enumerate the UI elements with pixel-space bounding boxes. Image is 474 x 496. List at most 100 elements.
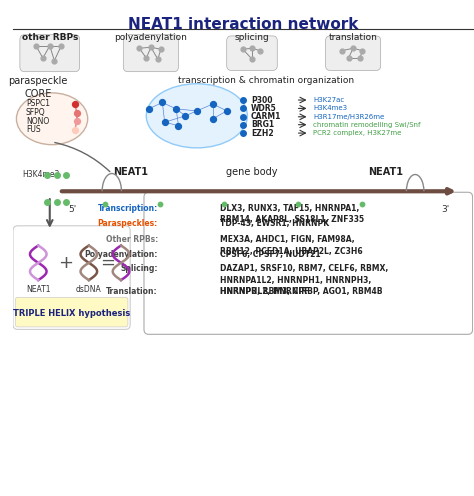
Point xyxy=(145,105,152,113)
Text: MEX3A, AHDC1, FIGN, FAM98A,
RBM12, PCED1A, UBAP2L, ZC3H6: MEX3A, AHDC1, FIGN, FAM98A, RBM12, PCED1… xyxy=(220,235,363,256)
Ellipse shape xyxy=(17,93,88,145)
Text: TRIPLE HELIX hypothesis: TRIPLE HELIX hypothesis xyxy=(13,309,130,317)
Text: NEAT1: NEAT1 xyxy=(113,168,148,178)
Text: HNRNPR, RBM3, CIRBP, AGO1, RBM4B: HNRNPR, RBM3, CIRBP, AGO1, RBM4B xyxy=(220,288,383,297)
Point xyxy=(147,43,155,51)
Text: BRG1: BRG1 xyxy=(251,120,274,129)
Point xyxy=(356,54,364,62)
Text: EZH2: EZH2 xyxy=(251,128,273,137)
Point xyxy=(51,57,58,64)
Point xyxy=(345,54,352,62)
Point xyxy=(32,42,40,50)
Text: 5': 5' xyxy=(69,205,77,214)
Point xyxy=(46,42,54,50)
Text: NEAT1 interaction network: NEAT1 interaction network xyxy=(128,17,358,32)
Point xyxy=(294,200,302,208)
Point xyxy=(53,172,61,180)
Point xyxy=(157,45,165,53)
Text: NONO: NONO xyxy=(26,117,49,126)
FancyBboxPatch shape xyxy=(326,36,381,70)
FancyBboxPatch shape xyxy=(13,226,130,329)
Text: gene body: gene body xyxy=(226,168,278,178)
Text: H3K27ac: H3K27ac xyxy=(313,97,345,103)
Text: 3': 3' xyxy=(441,205,449,214)
Text: CPSF6, CPSF7, NUDT21: CPSF6, CPSF7, NUDT21 xyxy=(220,250,320,259)
Point xyxy=(338,47,346,55)
Point xyxy=(173,105,180,113)
Text: +: + xyxy=(58,254,73,272)
Point xyxy=(71,100,79,108)
Text: Other RPBs:: Other RPBs: xyxy=(106,235,158,244)
Text: H3R17me/H3R26me: H3R17me/H3R26me xyxy=(313,114,384,120)
Point xyxy=(62,198,70,206)
Text: paraspeckle
CORE: paraspeckle CORE xyxy=(9,76,68,99)
Text: Polyadenylation:: Polyadenylation: xyxy=(84,250,158,259)
Point xyxy=(239,45,246,53)
Ellipse shape xyxy=(146,84,247,148)
FancyBboxPatch shape xyxy=(123,35,178,72)
FancyBboxPatch shape xyxy=(15,297,128,327)
Point xyxy=(73,109,81,117)
Point xyxy=(358,200,366,208)
Point xyxy=(39,54,46,62)
Text: P300: P300 xyxy=(251,96,273,105)
Point xyxy=(239,129,246,137)
Point xyxy=(62,172,70,180)
Point xyxy=(209,100,217,108)
Point xyxy=(57,42,65,50)
Point xyxy=(174,122,182,129)
Point xyxy=(73,117,81,125)
Point xyxy=(143,54,150,62)
Point xyxy=(156,200,164,208)
Text: Splicing:: Splicing: xyxy=(120,264,158,273)
Text: splicing: splicing xyxy=(235,33,269,42)
Text: =: = xyxy=(100,254,115,272)
Point xyxy=(239,113,246,121)
Text: other RBPs: other RBPs xyxy=(22,33,78,42)
Text: Paraspeckles:: Paraspeckles: xyxy=(98,219,158,228)
Text: WDR5: WDR5 xyxy=(251,104,277,113)
FancyBboxPatch shape xyxy=(227,36,277,70)
Text: Transcription:: Transcription: xyxy=(98,204,158,213)
Point xyxy=(154,55,162,63)
Text: transcription & chromatin organization: transcription & chromatin organization xyxy=(178,76,354,85)
Text: polyadenylation: polyadenylation xyxy=(114,33,187,42)
Text: SFPQ: SFPQ xyxy=(26,108,46,118)
Point xyxy=(193,107,201,115)
Text: H3K4me3: H3K4me3 xyxy=(22,170,60,179)
Point xyxy=(248,55,256,63)
Text: PCR2 complex, H3K27me: PCR2 complex, H3K27me xyxy=(313,130,401,136)
Text: Translation:: Translation: xyxy=(106,288,158,297)
Point xyxy=(136,44,143,52)
Point xyxy=(358,47,366,55)
Point xyxy=(159,99,166,107)
Point xyxy=(256,47,264,55)
Point xyxy=(239,105,246,113)
Point xyxy=(44,172,51,180)
Text: H3K4me3: H3K4me3 xyxy=(313,106,347,112)
Text: NEAT1: NEAT1 xyxy=(368,168,403,178)
Text: chromatin remodelling Swi/Snf: chromatin remodelling Swi/Snf xyxy=(313,122,420,127)
Point xyxy=(182,112,189,120)
Text: DAZAP1, SRSF10, RBM7, CELF6, RBMX,
HNRNPA1L2, HNRNPH1, HNRNPH3,
HNRNPUL2, HNRNPF: DAZAP1, SRSF10, RBM7, CELF6, RBMX, HNRNP… xyxy=(220,264,388,297)
Point xyxy=(248,44,256,52)
Point xyxy=(239,96,246,104)
Text: TDP-43, EWSR1, HNRNPK: TDP-43, EWSR1, HNRNPK xyxy=(220,219,329,228)
Text: dsDNA: dsDNA xyxy=(76,285,102,294)
Text: PSPC1: PSPC1 xyxy=(26,100,50,109)
Text: CARM1: CARM1 xyxy=(251,112,282,122)
Text: FUS: FUS xyxy=(26,125,40,134)
Point xyxy=(53,198,61,206)
Point xyxy=(220,200,228,208)
Text: NEAT1: NEAT1 xyxy=(26,285,51,294)
Point xyxy=(101,200,109,208)
Point xyxy=(239,121,246,128)
FancyBboxPatch shape xyxy=(20,35,80,72)
Point xyxy=(349,44,357,52)
Text: translation: translation xyxy=(328,33,378,42)
Point xyxy=(209,115,217,123)
Point xyxy=(71,125,79,133)
Point xyxy=(161,118,168,126)
Point xyxy=(223,107,230,115)
Point xyxy=(44,198,51,206)
